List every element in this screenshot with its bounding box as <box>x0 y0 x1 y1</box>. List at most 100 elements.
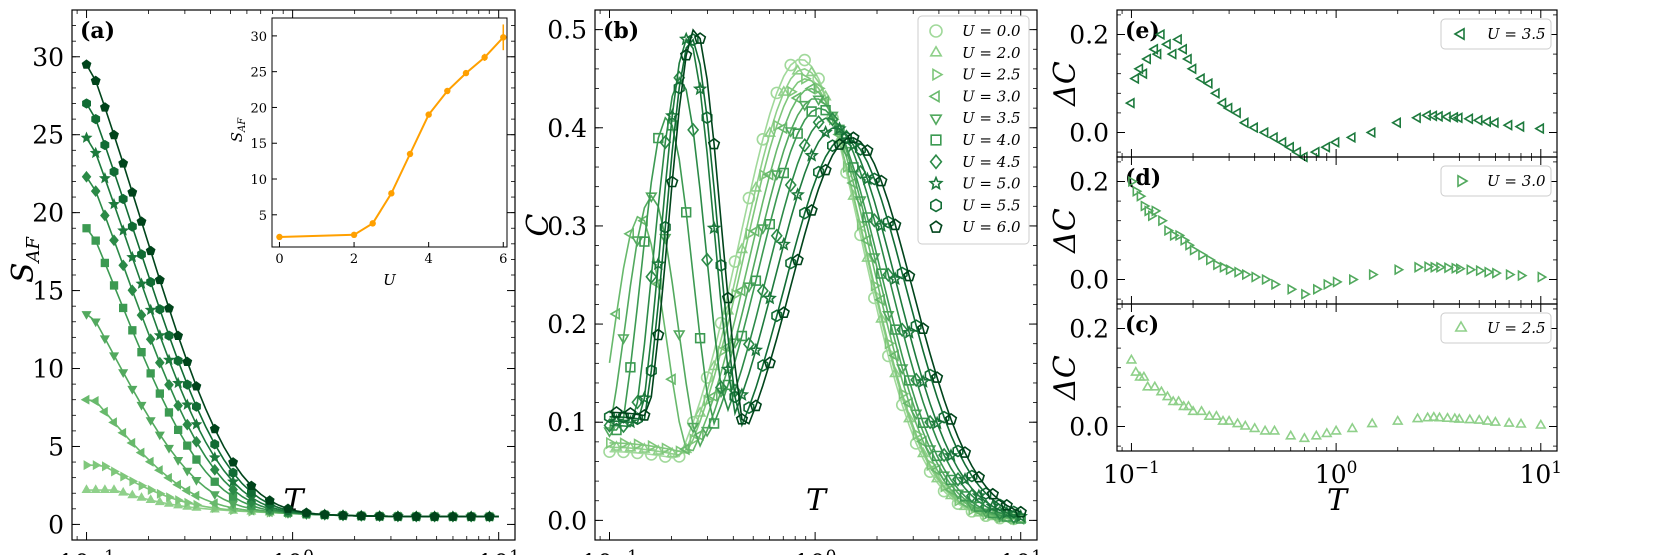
data-point <box>338 510 348 520</box>
data-point <box>790 187 805 201</box>
data-point <box>763 126 776 137</box>
data-point <box>898 387 910 400</box>
x-tick-label: 10−1 <box>1103 458 1160 489</box>
data-point <box>109 129 119 140</box>
data-point <box>692 429 704 442</box>
data-point <box>183 441 192 450</box>
legend-marker <box>930 134 942 146</box>
data-point <box>1436 261 1447 273</box>
data-point <box>693 32 707 44</box>
data-point <box>924 445 937 456</box>
data-point <box>645 269 658 285</box>
data-point <box>819 163 832 176</box>
legend-box <box>1440 18 1552 50</box>
data-point <box>182 379 192 390</box>
data-point <box>790 91 802 105</box>
x-axis-title: T <box>1327 483 1349 518</box>
data-point <box>145 245 156 256</box>
legend: U = 3.0 <box>1440 165 1552 197</box>
data-point <box>986 487 1000 500</box>
data-point <box>1189 244 1200 256</box>
data-point <box>910 372 923 388</box>
data-point <box>1222 102 1233 114</box>
data-point <box>1137 68 1148 80</box>
data-point <box>301 507 312 517</box>
inset-y-tick-label: 20 <box>250 101 267 116</box>
data-point <box>181 398 194 410</box>
data-point <box>812 115 825 130</box>
data-point <box>1225 264 1236 276</box>
inset-point <box>500 34 507 41</box>
y-tick-label: 0.3 <box>547 212 587 241</box>
data-point <box>100 258 109 268</box>
data-point <box>689 433 701 446</box>
data-point <box>924 414 937 430</box>
data-point <box>1394 264 1405 276</box>
data-point <box>770 86 784 100</box>
data-point <box>931 450 943 462</box>
data-point <box>1187 405 1199 416</box>
data-point <box>1209 87 1220 99</box>
data-point <box>209 491 220 500</box>
data-point <box>784 58 798 72</box>
data-point <box>1271 278 1282 291</box>
data-point <box>903 411 916 423</box>
inset-x-tick-label: 2 <box>350 252 358 267</box>
data-point <box>153 329 166 341</box>
legend-marker <box>928 89 940 103</box>
series-line <box>609 75 1021 519</box>
data-point <box>889 218 902 231</box>
data-point <box>1186 63 1197 75</box>
data-point <box>1158 215 1169 227</box>
data-point <box>1515 417 1527 428</box>
data-point <box>1285 429 1297 440</box>
data-point <box>163 353 175 365</box>
data-point <box>193 499 203 510</box>
data-point <box>617 334 630 345</box>
data-point <box>832 121 847 136</box>
data-point <box>1298 432 1311 443</box>
data-point <box>903 375 915 386</box>
series-line <box>609 107 1021 520</box>
data-point <box>1129 72 1140 85</box>
data-point <box>748 224 760 238</box>
data-point <box>1138 370 1150 381</box>
data-point <box>1149 380 1161 391</box>
data-point <box>1309 146 1320 158</box>
data-point <box>163 472 172 483</box>
data-point <box>826 111 839 127</box>
data-point <box>623 227 635 240</box>
data-point <box>154 496 165 506</box>
data-point <box>910 319 922 333</box>
data-point <box>750 275 762 286</box>
y-tick-label: 0.5 <box>547 16 587 45</box>
data-point <box>129 476 139 487</box>
legend-label: U = 0.0 <box>962 22 1021 40</box>
data-point <box>81 59 92 69</box>
data-point <box>82 224 91 233</box>
data-point <box>145 494 156 504</box>
data-point <box>127 187 138 197</box>
data-point <box>1514 120 1525 133</box>
data-point <box>89 146 102 159</box>
data-point <box>945 474 957 486</box>
y-tick-label: 0.0 <box>1069 266 1109 295</box>
data-point <box>776 236 791 251</box>
data-point <box>987 507 999 519</box>
data-point <box>145 333 156 346</box>
data-point <box>610 406 623 418</box>
panel-b: 10−1 100 101 0.0 0.1 0.2 0.3 0.4 0.5 (b) T C U = 0.0… <box>521 9 1042 555</box>
data-point <box>1410 112 1421 124</box>
data-point <box>778 167 790 179</box>
data-point <box>1261 273 1272 286</box>
series-line <box>609 37 1021 518</box>
data-point <box>1148 43 1159 55</box>
data-point <box>666 446 679 458</box>
data-point <box>192 455 201 464</box>
data-point <box>174 425 183 435</box>
data-point <box>1248 121 1258 134</box>
data-point <box>617 410 630 424</box>
data-point <box>791 64 804 75</box>
data-point <box>609 413 624 428</box>
data-point <box>175 495 184 506</box>
